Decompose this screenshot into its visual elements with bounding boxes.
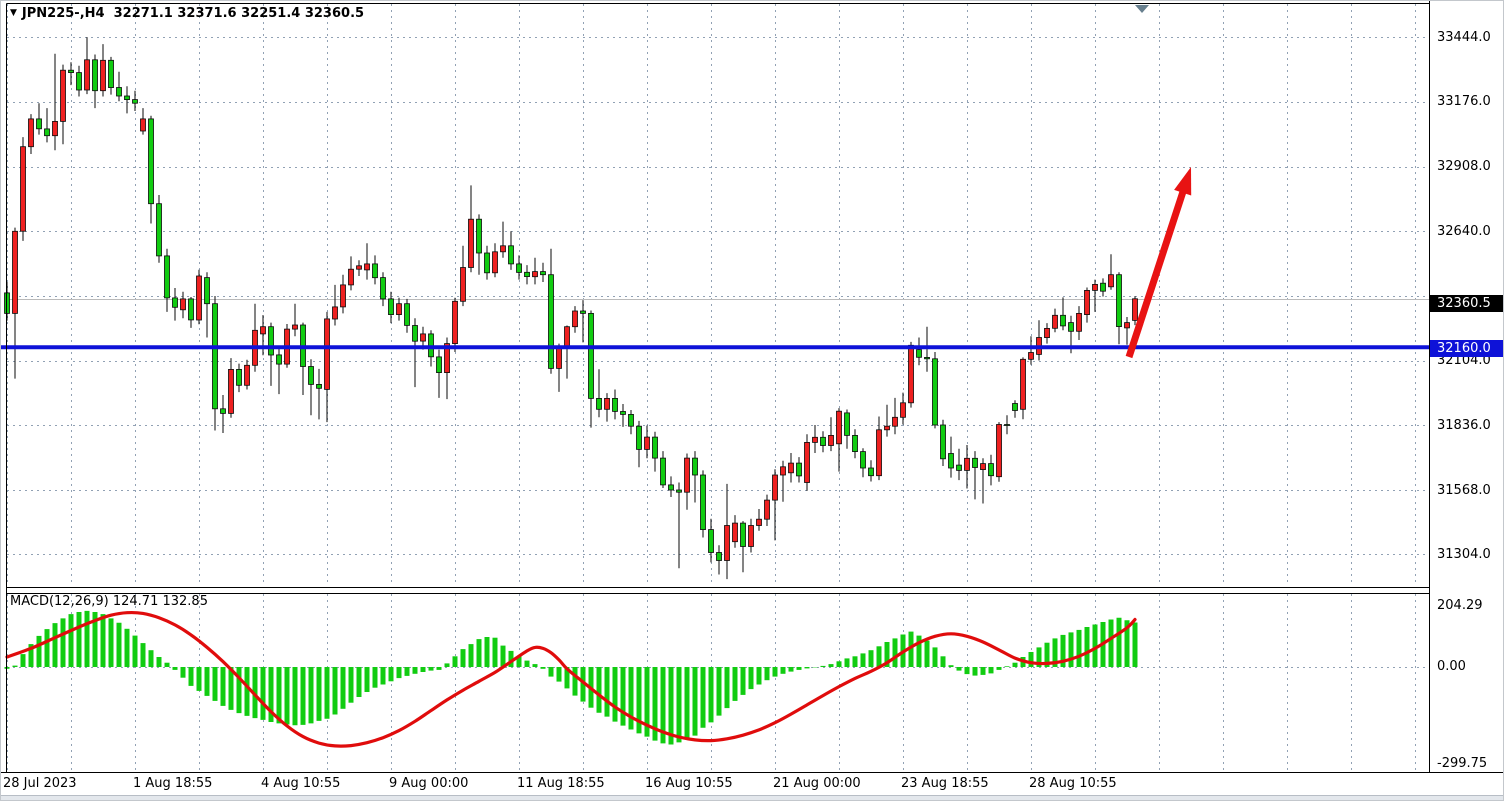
window-bottom-edge [1, 795, 1503, 800]
price-axis-label: 33444.0 [1437, 30, 1491, 45]
time-scale[interactable] [1, 773, 1503, 795]
time-axis-label: 28 Jul 2023 [3, 776, 77, 791]
price-axis-label: 31304.0 [1437, 547, 1491, 562]
price-axis-label: 31836.0 [1437, 418, 1491, 433]
symbol-dropdown-icon: ▼ [10, 8, 17, 18]
time-axis-label: 11 Aug 18:55 [517, 776, 605, 791]
chart-title: ▼ JPN225-,H4 32271.1 32371.6 32251.4 3236… [10, 6, 364, 21]
time-axis-label: 21 Aug 00:00 [773, 776, 861, 791]
current-bar-marker-icon [1135, 5, 1149, 13]
trend-arrow[interactable] [1125, 167, 1192, 359]
price-scale[interactable] [1430, 1, 1503, 772]
time-axis-label: 9 Aug 00:00 [389, 776, 469, 791]
hline-price-badge: 32160.0 [1430, 340, 1503, 357]
price-axis-label: 32908.0 [1437, 159, 1491, 174]
price-axis-label: 31568.0 [1437, 483, 1491, 498]
time-axis-label: 4 Aug 10:55 [261, 776, 341, 791]
time-axis-label: 16 Aug 10:55 [645, 776, 733, 791]
macd-indicator-label: MACD(12,26,9) 124.71 132.85 [10, 594, 208, 609]
time-axis-label: 1 Aug 18:55 [133, 776, 213, 791]
macd-axis-label: 204.29 [1437, 598, 1483, 613]
macd-axis-label: -299.75 [1437, 756, 1488, 771]
current-price-badge: 32360.5 [1430, 295, 1503, 312]
price-axis-label: 32640.0 [1437, 224, 1491, 239]
time-axis-label: 23 Aug 18:55 [901, 776, 989, 791]
ohlc-quote-label: 32271.1 32371.6 32251.4 32360.5 [113, 6, 365, 21]
time-axis-label: 28 Aug 10:55 [1029, 776, 1117, 791]
price-axis-label: 33176.0 [1437, 94, 1491, 109]
symbol-period-label: JPN225-,H4 [21, 6, 105, 21]
macd-signal-line [5, 610, 1137, 748]
macd-histogram [4, 610, 1138, 745]
macd-axis-label: 0.00 [1437, 659, 1466, 674]
